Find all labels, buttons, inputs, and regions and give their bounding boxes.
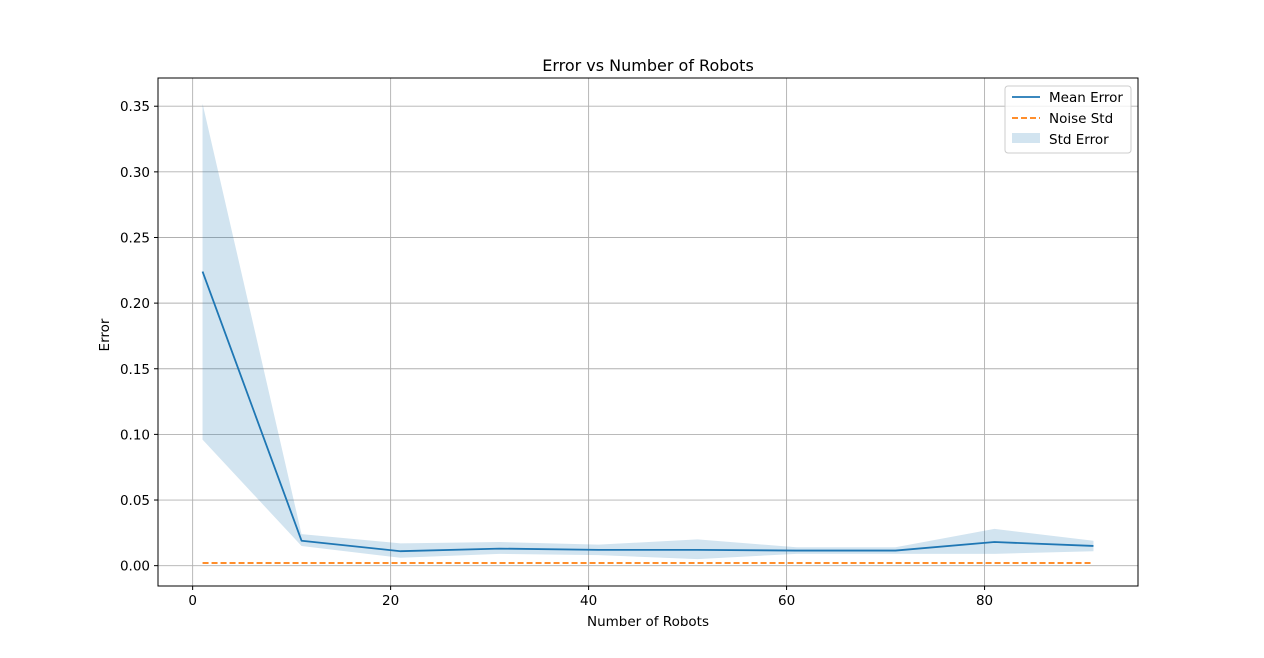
y-tick-label: 0.35 (120, 99, 150, 115)
legend-std-error-label: Std Error (1049, 132, 1109, 148)
y-tick-label: 0.15 (120, 362, 150, 378)
legend: Mean Error Noise Std Std Error (1004, 85, 1132, 154)
y-axis-label: Error (97, 318, 113, 351)
mean-error-line (201, 271, 1094, 553)
x-tick-label: 0 (188, 593, 197, 609)
x-tick-label: 80 (976, 593, 993, 609)
grid (158, 78, 1138, 586)
y-tick-label: 0.20 (120, 296, 150, 312)
y-axis-ticks: 0.00 0.05 0.10 0.15 0.20 0.25 0.30 0.35 (120, 99, 158, 575)
x-tick-label: 20 (382, 593, 399, 609)
legend-mean-error-label: Mean Error (1049, 90, 1123, 106)
x-axis-label: Number of Robots (587, 614, 709, 630)
y-tick-label: 0.00 (120, 559, 150, 575)
y-tick-label: 0.05 (120, 493, 150, 509)
x-axis-ticks: 0 20 40 60 80 (188, 586, 993, 609)
y-tick-label: 0.10 (120, 427, 150, 443)
y-tick-label: 0.30 (120, 165, 150, 181)
series-layer (201, 271, 1094, 564)
x-tick-label: 60 (778, 593, 795, 609)
x-tick-label: 40 (580, 593, 597, 609)
plot-frame (157, 77, 1139, 587)
legend-std-error-swatch (1012, 133, 1040, 143)
legend-noise-std-label: Noise Std (1049, 111, 1113, 127)
legend-frame (1004, 85, 1132, 154)
y-tick-label: 0.25 (120, 230, 150, 246)
chart-title: Error vs Number of Robots (542, 56, 754, 75)
